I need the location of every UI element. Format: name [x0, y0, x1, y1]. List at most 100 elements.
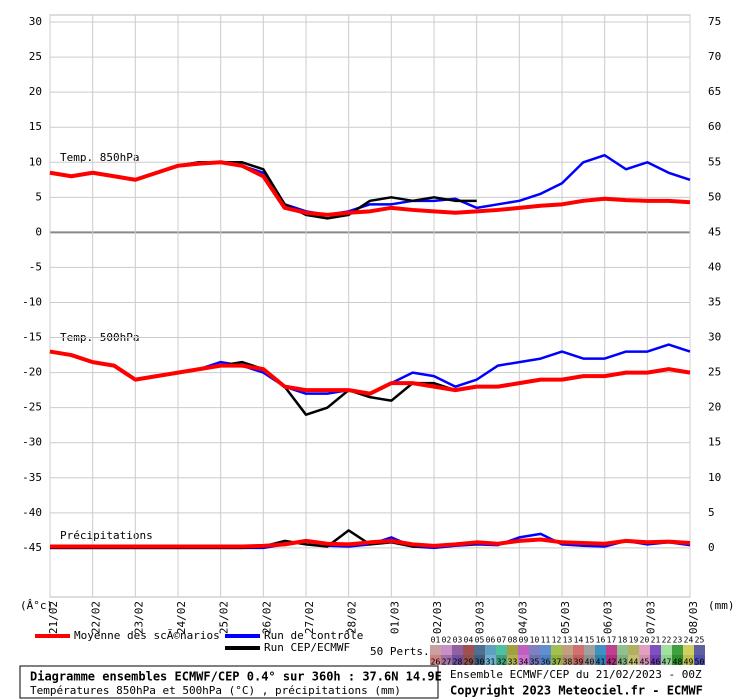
perturbation-number: 32: [497, 658, 507, 667]
perturbation-number: 18: [618, 636, 628, 645]
perturbation-number: 38: [563, 658, 573, 667]
perturbation-swatch: [606, 655, 617, 665]
x-tick-label: 24/02: [175, 601, 188, 634]
perturbation-number: 16: [596, 636, 606, 645]
perturbation-number: 13: [563, 636, 573, 645]
perturbation-swatch: [683, 645, 694, 655]
perturbation-number: 49: [684, 658, 694, 667]
perturbation-number: 02: [442, 636, 452, 645]
perturbation-number: 11: [541, 636, 551, 645]
perturbation-swatch: [650, 655, 661, 665]
perturbation-number: 48: [673, 658, 683, 667]
y2-tick-label: 10: [708, 471, 721, 484]
y-tick-label: 20: [29, 85, 42, 98]
series-line: [49, 160, 691, 217]
perturbation-swatch: [441, 655, 452, 665]
annotation: Précipitations: [60, 529, 153, 542]
perturbation-number: 43: [618, 658, 628, 667]
perturbation-swatch: [474, 645, 485, 655]
perturbation-number: 34: [519, 658, 529, 667]
perturbation-swatch: [672, 645, 683, 655]
perturbation-swatch: [430, 645, 441, 655]
legend-label: Moyenne des scÃ©narios: [74, 629, 220, 642]
perturbation-swatch: [452, 645, 463, 655]
chart-subtitle: Températures 850hPa et 500hPa (°C) , pré…: [30, 684, 401, 697]
perturbation-swatch: [661, 655, 672, 665]
perturbation-swatch: [529, 645, 540, 655]
y-tick-label: -5: [29, 260, 42, 273]
perturbation-number: 03: [453, 636, 463, 645]
x-tick-label: 04/03: [516, 601, 529, 634]
perturbation-swatch: [650, 645, 661, 655]
annotation: Temp. 850hPa: [60, 151, 139, 164]
y-tick-label: -10: [22, 295, 42, 308]
perturbation-swatch: [694, 655, 705, 665]
perturbation-number: 07: [497, 636, 507, 645]
x-tick-label: 02/03: [431, 601, 444, 634]
perturbation-swatch: [496, 655, 507, 665]
perturbation-swatch: [529, 655, 540, 665]
perturbation-number: 45: [640, 658, 650, 667]
perturbation-number: 30: [475, 658, 485, 667]
perturbation-swatch: [628, 655, 639, 665]
perturbation-swatch: [551, 645, 562, 655]
perturbation-number: 19: [629, 636, 639, 645]
perturbation-number: 24: [684, 636, 694, 645]
perturbation-number: 36: [541, 658, 551, 667]
y-tick-label: 10: [29, 155, 42, 168]
perturbation-number: 26: [431, 658, 441, 667]
perturbation-swatch: [606, 645, 617, 655]
perturbation-number: 50: [695, 658, 705, 667]
perturbation-swatch: [617, 645, 628, 655]
perturbation-swatch: [485, 655, 496, 665]
perturbation-swatch: [584, 645, 595, 655]
legend-label: Run de contrôle: [264, 629, 363, 642]
perturbation-number: 21: [651, 636, 661, 645]
perturbation-number: 41: [596, 658, 606, 667]
perturbation-swatch: [474, 655, 485, 665]
x-tick-label: 25/02: [218, 601, 231, 634]
title-box: [19, 665, 439, 699]
y2-tick-label: 55: [708, 155, 721, 168]
y-tick-label: -25: [22, 401, 42, 414]
perturbation-number: 14: [574, 636, 584, 645]
y2-tick-label: 60: [708, 120, 721, 133]
perturbation-swatch: [430, 655, 441, 665]
perturbation-swatch: [584, 655, 595, 665]
y2-tick-label: 20: [708, 401, 721, 414]
perturbation-swatch: [562, 655, 573, 665]
perturbation-number: 15: [585, 636, 595, 645]
perturbation-number: 47: [662, 658, 672, 667]
y-tick-label: 5: [35, 190, 42, 203]
perturbation-number: 20: [640, 636, 650, 645]
y2-tick-label: 40: [708, 260, 721, 273]
perturbation-number: 40: [585, 658, 595, 667]
run-info: Ensemble ECMWF/CEP du 21/02/2023 - 00Z: [450, 668, 702, 681]
perturbation-number: 22: [662, 636, 672, 645]
x-tick-label: 03/03: [474, 601, 487, 634]
y2-tick-label: 65: [708, 85, 721, 98]
perturbation-number: 23: [673, 636, 683, 645]
perturbation-swatch: [595, 655, 606, 665]
y-tick-label: 0: [35, 225, 42, 238]
x-tick-label: 07/03: [644, 601, 657, 634]
perturbation-swatch: [518, 655, 529, 665]
y2-tick-label: 30: [708, 331, 721, 344]
perturbation-swatch: [507, 645, 518, 655]
perturbation-swatch: [496, 645, 507, 655]
perturbation-number: 08: [508, 636, 518, 645]
axis-unit: (Â°c): [20, 599, 53, 612]
perturbation-number: 06: [486, 636, 496, 645]
perturbation-number: 10: [530, 636, 540, 645]
perturbation-swatch: [683, 655, 694, 665]
perturbation-number: 04: [464, 636, 474, 645]
perturbation-number: 46: [651, 658, 661, 667]
x-tick-label: 05/03: [559, 601, 572, 634]
x-tick-label: 22/02: [90, 601, 103, 634]
x-tick-label: 26/02: [260, 601, 273, 634]
x-tick-label: 06/03: [602, 601, 615, 634]
axis-unit: (mm): [708, 599, 735, 612]
perturbation-number: 05: [475, 636, 485, 645]
